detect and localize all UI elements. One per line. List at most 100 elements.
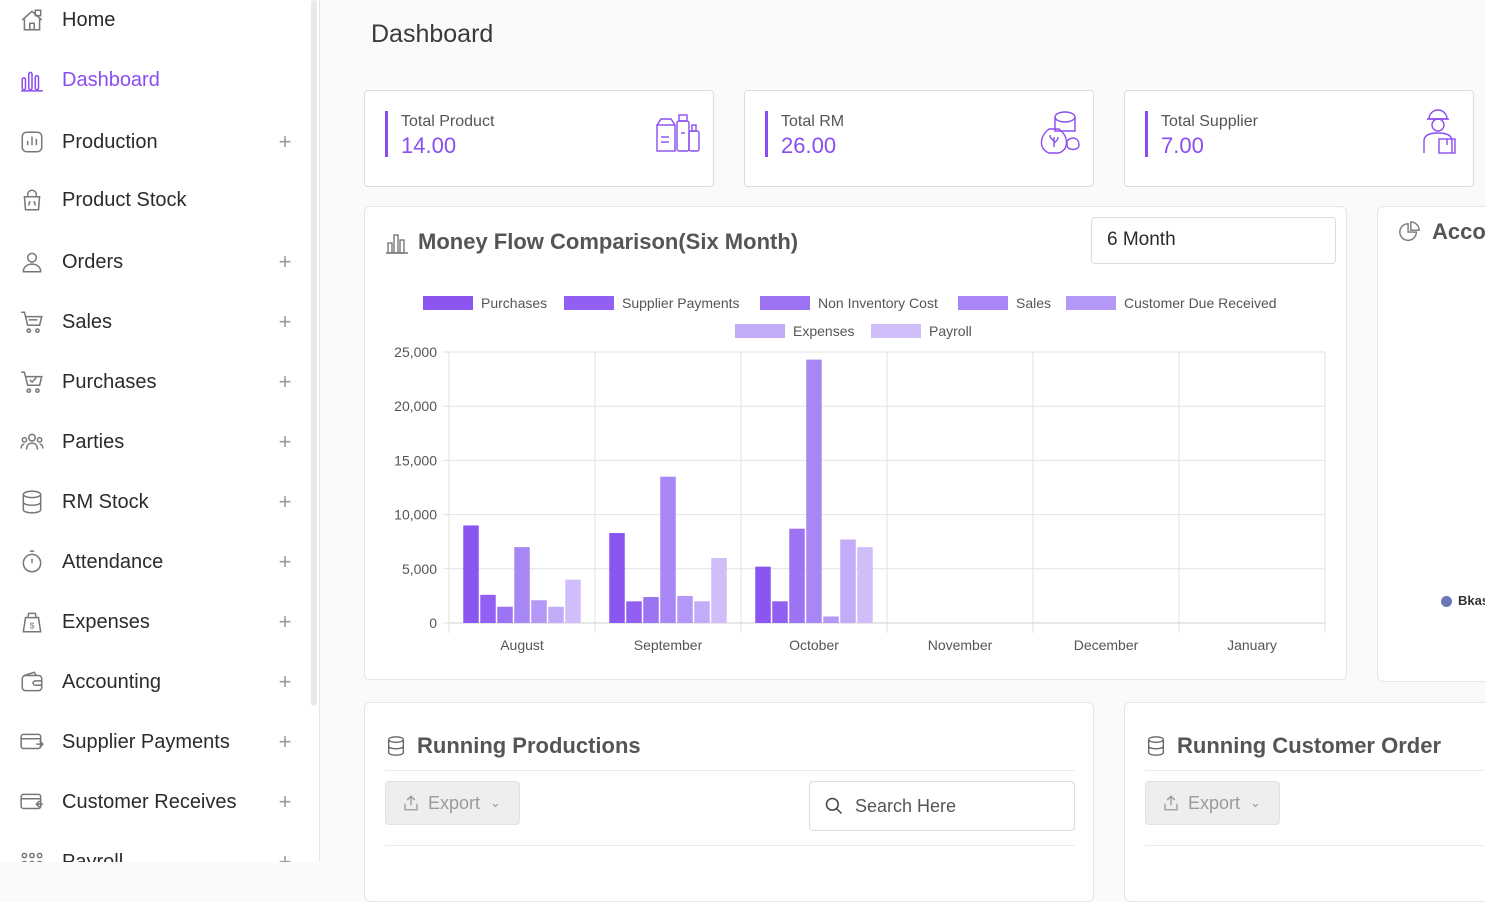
money-flow-panel: Money Flow Comparison(Six Month) 6 Month… [364,206,1347,680]
chevron-down-icon: ⌄ [1250,795,1261,810]
expand-plus-icon[interactable]: + [278,729,292,754]
database-icon [387,736,405,756]
y-tick-label: 10,000 [394,507,437,523]
legend-swatch [1441,596,1452,607]
bar-payroll [857,547,873,623]
y-tick-label: 0 [429,615,437,631]
expand-plus-icon[interactable]: + [278,429,292,454]
sidebar-item-attendance[interactable]: Attendance + [0,542,305,582]
sidebar-item-label: Purchases [62,370,157,393]
legend-swatch [871,324,921,338]
export-button[interactable]: Export ⌄ [1145,781,1280,825]
svg-text:$: $ [30,621,35,631]
bar-expenses [548,606,564,623]
sidebar-item-label: Orders [62,250,124,273]
stat-value: 14.00 [401,133,457,158]
sidebar-item-payroll[interactable]: Payroll + [0,842,305,862]
sidebar-item-production[interactable]: Production + [0,122,305,162]
money-flow-title: Money Flow Comparison(Six Month) [418,229,799,254]
sidebar-item-parties[interactable]: Parties + [0,422,305,462]
sidebar-item-orders[interactable]: Orders + [0,242,305,282]
stat-accent-bar [765,111,768,157]
search-icon [825,797,843,815]
money-flow-chart: 0 5,000 10,000 15,000 20,000 25,000 August Sept… [394,295,1326,653]
expand-plus-icon[interactable]: + [278,369,292,394]
stat-label: Total Supplier [1161,113,1258,130]
bag-icon [18,186,46,214]
legend-label: Payroll [929,323,972,339]
expand-plus-icon[interactable]: + [278,309,292,334]
search-placeholder: Search Here [855,795,957,816]
sidebar-item-label: Home [62,8,116,31]
sidebar-item-label: Customer Receives [62,790,237,813]
sidebar: Home Dashboard Production + Product Stock Ord… [0,0,320,862]
sidebar-item-rm-stock[interactable]: RM Stock + [0,482,305,522]
y-tick-label: 20,000 [394,398,437,414]
card-out-icon [18,728,46,756]
legend-swatch [735,324,785,338]
x-tick-label: January [1227,637,1277,653]
upload-icon [1164,795,1178,811]
x-tick-label: October [789,637,839,653]
upload-icon [404,795,418,811]
x-tick-label: December [1074,637,1139,653]
home-icon [18,6,46,34]
expand-plus-icon[interactable]: + [278,249,292,274]
export-label: Export [428,792,481,813]
stat-label: Total RM [781,113,845,130]
bar-purchases [463,525,479,623]
sidebar-item-sales[interactable]: Sales + [0,302,305,342]
x-tick-label: September [634,637,703,653]
bar-expenses [840,539,856,623]
sidebar-item-product-stock[interactable]: Product Stock [0,180,305,220]
legend-label: Sales [1016,295,1051,311]
search-input[interactable]: Search Here [809,781,1075,831]
export-button[interactable]: Export ⌄ [385,781,520,825]
sidebar-item-label: Expenses [62,610,150,633]
x-tick-label: November [928,637,993,653]
stat-card-total-rm: Total RM 26.00 [744,90,1094,187]
card-in-icon [18,788,46,816]
sidebar-item-accounting[interactable]: Accounting + [0,662,305,702]
expand-plus-icon[interactable]: + [278,669,292,694]
sidebar-item-home[interactable]: Home [0,0,305,40]
production-icon [18,128,46,156]
stat-value: 7.00 [1161,133,1204,158]
legend-swatch [423,296,473,310]
expand-plus-icon[interactable]: + [278,549,292,574]
running-orders-panel: Running Customer Order Export ⌄ [1124,702,1485,902]
period-select[interactable]: 6 Month [1091,217,1336,264]
expand-plus-icon[interactable]: + [278,849,292,863]
legend-label: Purchases [481,295,547,311]
bar-sales [514,547,530,623]
sidebar-item-customer-receives[interactable]: Customer Receives + [0,782,305,822]
bar-purchases [755,566,771,623]
bar-customer-due-received [823,616,839,623]
bar-supplier-payments [480,594,496,623]
expand-plus-icon[interactable]: + [278,789,292,814]
expand-plus-icon[interactable]: + [278,489,292,514]
products-icon [656,114,700,152]
bar-payroll [565,579,581,623]
bar-sales [660,476,676,623]
money-bag-icon: $ [18,608,46,636]
y-tick-label: 25,000 [394,344,437,360]
stat-accent-bar [1145,111,1148,157]
sidebar-item-dashboard[interactable]: Dashboard [0,60,305,100]
legend-swatch [564,296,614,310]
expand-plus-icon[interactable]: + [278,609,292,634]
divider [385,845,1075,846]
expand-plus-icon[interactable]: + [278,129,292,154]
bar-non-inventory-cost [497,606,513,623]
sidebar-item-supplier-payments[interactable]: Supplier Payments + [0,722,305,762]
divider [1145,845,1485,846]
sidebar-item-purchases[interactable]: Purchases + [0,362,305,402]
running-productions-title: Running Productions [417,733,641,758]
sidebar-scrollbar[interactable] [311,0,317,706]
sidebar-item-label: RM Stock [62,490,149,513]
sidebar-item-label: Parties [62,430,125,453]
cart-check-icon [18,368,46,396]
sidebar-item-expenses[interactable]: $ Expenses + [0,602,305,642]
legend-swatch [760,296,810,310]
sidebar-item-label: Accounting [62,670,161,693]
